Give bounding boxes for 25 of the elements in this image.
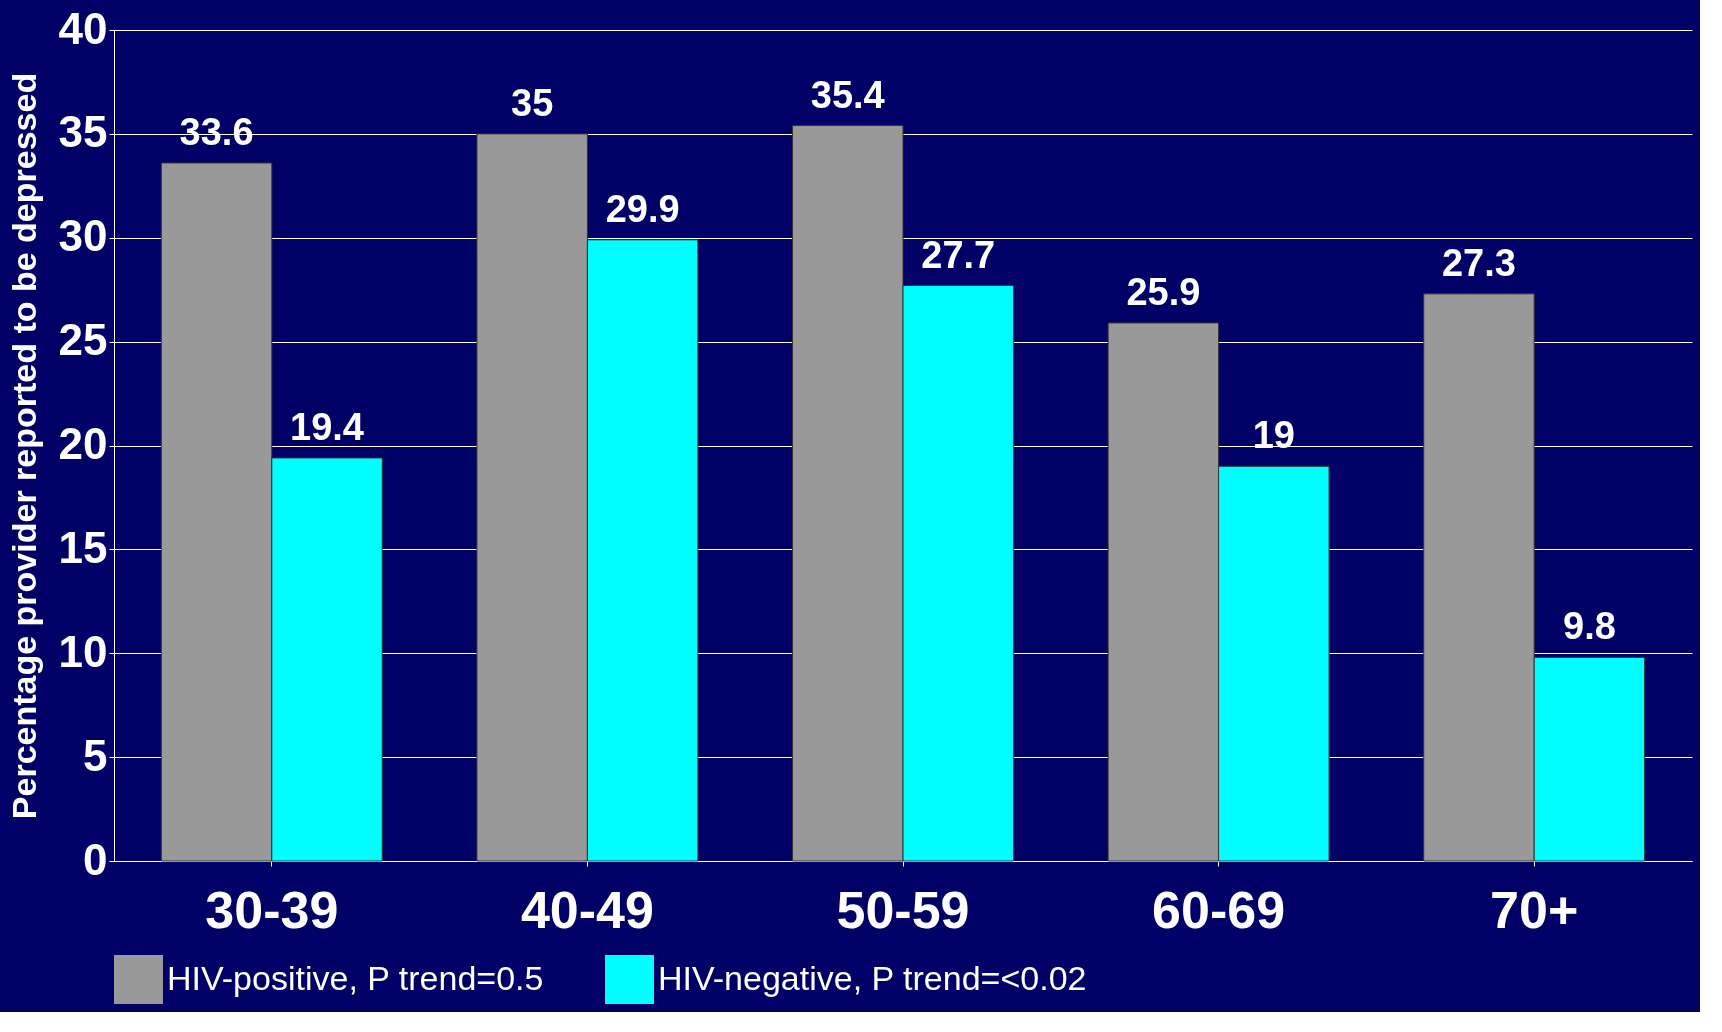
data-label: 9.8	[1563, 605, 1616, 648]
x-tick-label: 40-49	[520, 880, 654, 939]
y-tick-label: 15	[58, 522, 108, 572]
x-tick-label: 50-59	[836, 880, 970, 939]
y-tick-label: 0	[83, 834, 108, 884]
y-tick-label: 20	[58, 419, 108, 468]
y-tick-label: 10	[58, 626, 108, 676]
y-tick-label: 30	[58, 211, 108, 261]
data-label: 27.7	[921, 233, 996, 276]
legend-label: HIV-positive, P trend=0.5	[167, 958, 544, 997]
x-tick-label: 70+	[1490, 880, 1579, 939]
data-label: 29.9	[605, 187, 680, 230]
y-tick-label: 25	[58, 315, 108, 365]
y-tick-label: 40	[58, 3, 108, 53]
data-label: 25.9	[1126, 270, 1201, 313]
data-label: 19.4	[290, 405, 365, 448]
data-label: 27.3	[1441, 241, 1516, 284]
y-tick-label: 35	[58, 107, 108, 157]
y-axis-title: Percentage provider reported to be depressed	[4, 72, 43, 820]
data-label: 35	[511, 81, 554, 124]
y-tick-label: 5	[83, 730, 108, 780]
x-tick-label: 60-69	[1152, 880, 1286, 939]
legend-label: HIV-negative, P trend=<0.02	[658, 958, 1087, 997]
x-tick-label: 30-39	[205, 880, 339, 939]
data-label: 35.4	[810, 73, 885, 116]
